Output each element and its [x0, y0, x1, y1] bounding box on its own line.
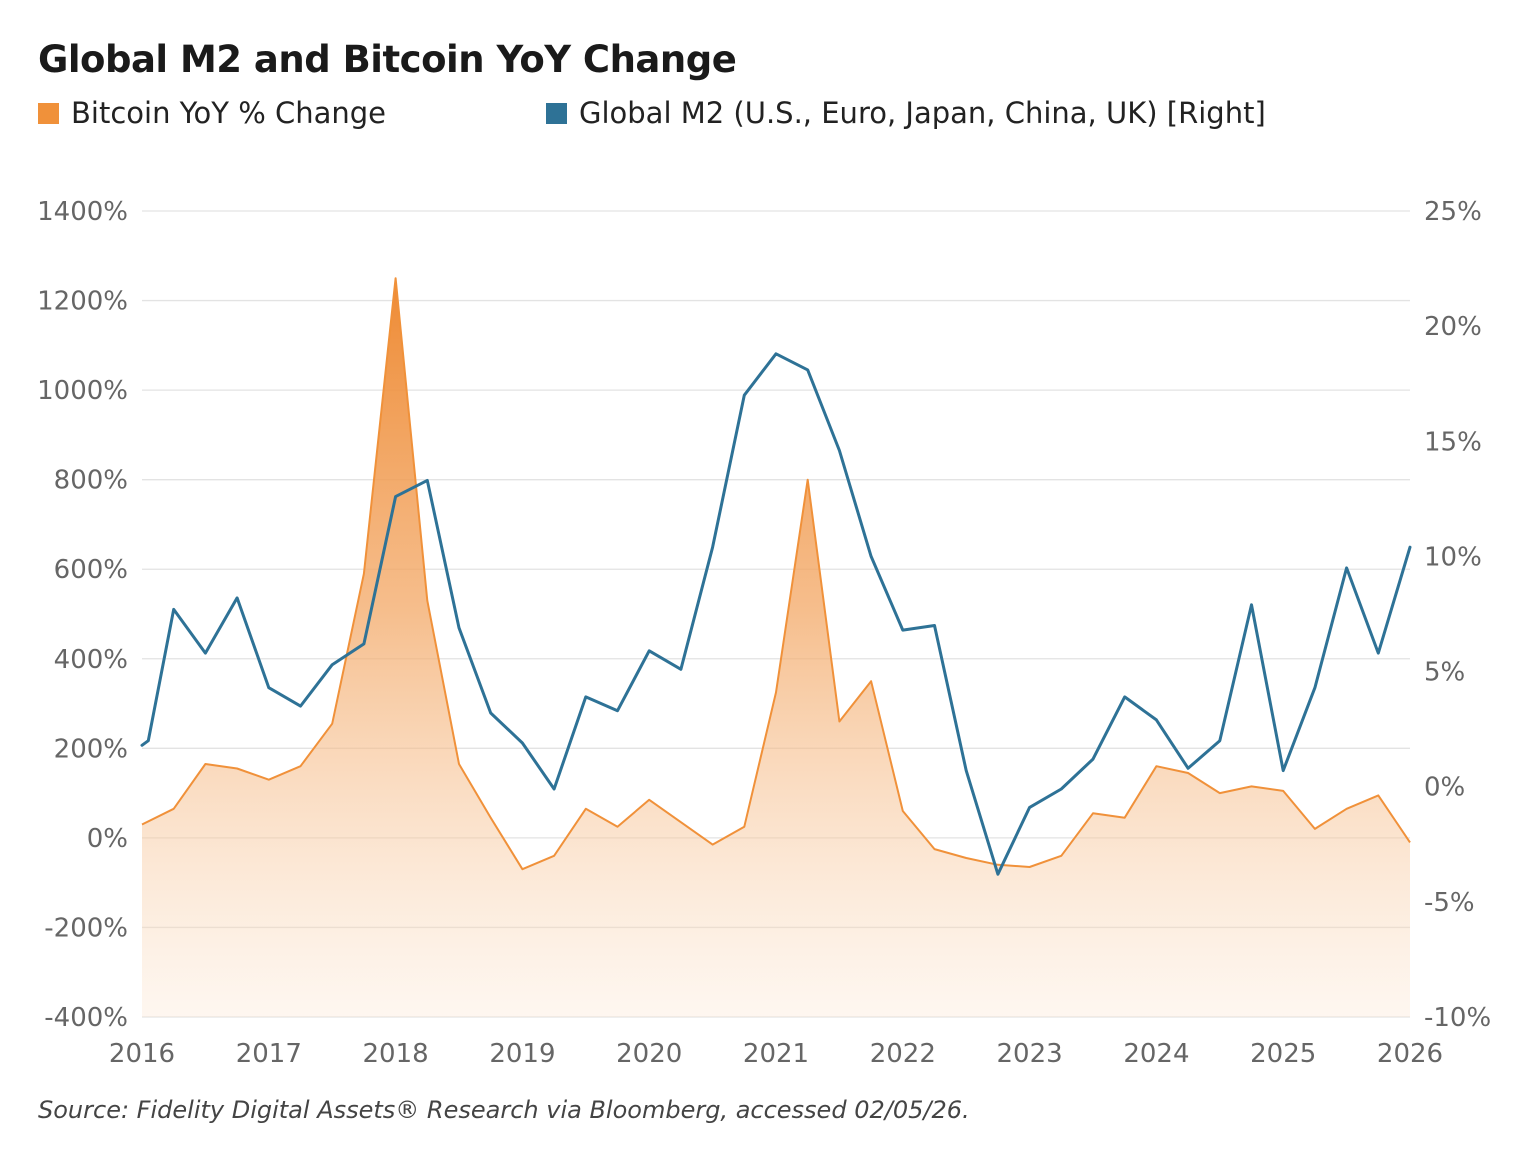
left-tick-label: -400% [44, 1003, 128, 1033]
left-tick-label: 600% [54, 555, 128, 585]
series-layer [140, 277, 1412, 1017]
legend-swatch-m2 [546, 102, 567, 124]
legend-item-m2: Global M2 (U.S., Euro, Japan, China, UK)… [546, 96, 1266, 130]
left-tick-label: 1000% [37, 376, 128, 406]
x-tick-label: 2023 [997, 1039, 1063, 1069]
legend-item-bitcoin: Bitcoin YoY % Change [38, 96, 386, 130]
x-tick-label: 2024 [1123, 1039, 1189, 1069]
right-tick-label: 15% [1424, 427, 1482, 457]
x-tick-label: 2020 [616, 1039, 682, 1069]
x-tick-label: 2018 [363, 1039, 429, 1069]
right-tick-label: -10% [1424, 1003, 1491, 1033]
source-note: Source: Fidelity Digital Assets® Researc… [38, 1096, 970, 1124]
left-tick-label: 400% [54, 645, 128, 675]
x-tick-label: 2026 [1377, 1039, 1443, 1069]
x-tick-label: 2017 [236, 1039, 302, 1069]
right-tick-label: 5% [1424, 658, 1465, 688]
right-axis-ticks: 25% 20% 15% 10% 5% 0% -5% -10% [1424, 197, 1491, 1033]
legend-swatch-bitcoin [38, 102, 59, 124]
right-tick-label: 0% [1424, 773, 1465, 803]
chart-plot: 1400% 1200% 1000% 800% 600% 400% 200% 0% -200% -4… [37, 197, 1491, 1069]
bitcoin-line [141, 277, 1411, 871]
x-tick-label: 2021 [743, 1039, 809, 1069]
left-axis-ticks: 1400% 1200% 1000% 800% 600% 400% 200% 0% -200% -4… [37, 197, 128, 1033]
x-tick-label: 2016 [109, 1039, 175, 1069]
legend-label-m2: Global M2 (U.S., Euro, Japan, China, UK)… [579, 96, 1266, 130]
x-tick-label: 2019 [489, 1039, 555, 1069]
left-tick-label: 200% [54, 734, 128, 764]
right-tick-label: 20% [1424, 312, 1482, 342]
left-tick-label: 0% [87, 824, 128, 854]
right-tick-label: 25% [1424, 197, 1482, 227]
chart-title: Global M2 and Bitcoin YoY Change [38, 38, 737, 81]
right-tick-label: -5% [1424, 888, 1475, 918]
x-axis-ticks: 2016 2017 2018 2019 2020 2021 2022 2023 2024 2025… [109, 1039, 1443, 1069]
global-m2-line [140, 352, 1412, 876]
bitcoin-area [142, 278, 1410, 1017]
legend-label-bitcoin: Bitcoin YoY % Change [71, 96, 387, 130]
x-tick-label: 2022 [870, 1039, 936, 1069]
left-tick-label: 1200% [37, 287, 128, 317]
left-tick-label: -200% [44, 913, 128, 943]
left-tick-label: 1400% [37, 197, 128, 227]
right-tick-label: 10% [1424, 542, 1482, 572]
left-tick-label: 800% [54, 466, 128, 496]
x-tick-label: 2025 [1250, 1039, 1316, 1069]
